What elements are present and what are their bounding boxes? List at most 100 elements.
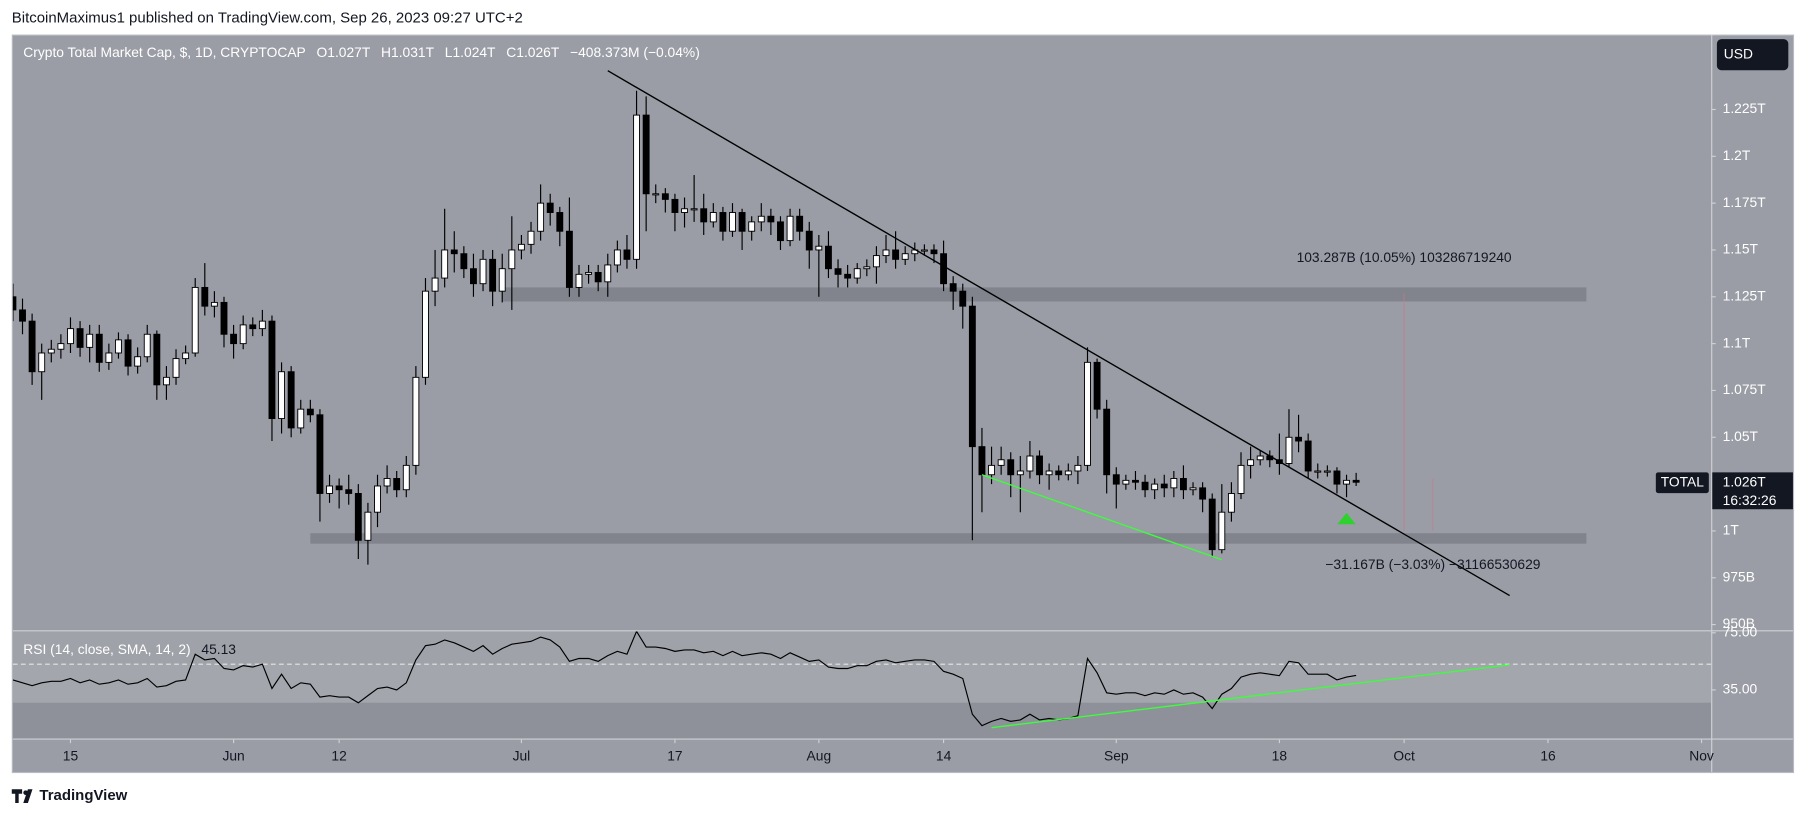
candle-body xyxy=(901,253,909,260)
candle-body xyxy=(719,212,727,232)
candle-body xyxy=(1084,361,1091,466)
candle-body xyxy=(508,249,516,270)
candle-body xyxy=(872,255,880,268)
candle-body xyxy=(796,215,804,232)
candle-body xyxy=(354,493,362,541)
candle-body xyxy=(786,215,794,242)
legend: Crypto Total Market Cap, $, 1D, CRYPTOCA… xyxy=(23,44,700,60)
marker xyxy=(1337,512,1356,525)
ohlc-value: 1.027T xyxy=(327,44,371,60)
candle-body xyxy=(450,249,458,255)
currency[interactable]: USD xyxy=(1724,45,1753,61)
candle-body xyxy=(642,114,650,195)
price-pane: 103.287B (10.05%) 103286719240 −31.167B (… xyxy=(12,70,1587,597)
x-tick-label: Jul xyxy=(513,748,531,764)
y-tick-label: 1.225T xyxy=(1723,100,1767,116)
x-tick-label: Nov xyxy=(1689,748,1714,764)
price-tag-countdown: 16:32:26 xyxy=(1723,492,1777,508)
publisher-line: BitcoinMaximus1 published on TradingView… xyxy=(12,9,523,26)
candle-body xyxy=(1237,464,1245,494)
candle-body xyxy=(143,333,151,358)
candle-body xyxy=(1256,455,1264,461)
candle-body xyxy=(335,485,343,491)
ohlc-value: 1.031T xyxy=(391,44,435,60)
candle-body xyxy=(1218,511,1226,551)
x-tick-label: Aug xyxy=(807,748,832,764)
candle-body xyxy=(815,245,823,251)
ohlc-value: 1.026T xyxy=(516,44,560,60)
candle-body xyxy=(28,320,36,373)
x-tick-label: 14 xyxy=(936,748,952,764)
candle-body xyxy=(345,489,353,494)
candle-body xyxy=(700,208,708,223)
zone xyxy=(502,287,1587,302)
candle-body xyxy=(153,333,161,386)
candle-body xyxy=(115,339,122,354)
candle-body xyxy=(1122,479,1130,485)
candle-body xyxy=(383,478,391,487)
candle-body xyxy=(1170,478,1178,489)
y-tick-label: 1.1T xyxy=(1723,334,1751,350)
candle-body xyxy=(1007,459,1015,476)
candle-body xyxy=(431,277,439,292)
candle-body xyxy=(565,230,573,288)
candle-body xyxy=(652,193,660,196)
symbol: Crypto Total Market Cap, $, 1D, CRYPTOCA… xyxy=(23,44,306,60)
y-tick-label: 75.00 xyxy=(1723,623,1758,639)
candle-body xyxy=(1016,470,1024,476)
candle-body xyxy=(86,333,94,348)
candle-body xyxy=(834,268,842,275)
candle-body xyxy=(1304,440,1312,472)
candle-body xyxy=(767,215,775,223)
candle-body xyxy=(585,271,593,275)
candle-body xyxy=(949,283,957,292)
candle-body xyxy=(287,371,295,429)
x-tick-label: Sep xyxy=(1104,748,1129,764)
candle-body xyxy=(671,198,679,213)
candle-body xyxy=(709,212,717,223)
x-tick-label: 17 xyxy=(667,748,682,764)
trend-line xyxy=(981,474,1223,561)
candle-body xyxy=(1343,479,1350,485)
candle-body xyxy=(1026,455,1034,472)
indicator-label: RSI (14, close, SMA, 14, 2) xyxy=(23,640,190,656)
candle-body xyxy=(959,290,967,307)
candle-body xyxy=(805,230,813,251)
candle-body xyxy=(1064,470,1072,476)
x-tick-label: Jun xyxy=(222,748,244,764)
candle-body xyxy=(489,258,497,292)
indicator-lower xyxy=(12,702,1712,739)
indicator-upper xyxy=(12,631,1712,664)
candle-body xyxy=(623,249,631,260)
currency-button[interactable] xyxy=(1716,39,1789,71)
candle-body xyxy=(1314,470,1322,473)
candle-body xyxy=(12,296,17,311)
candle-body xyxy=(374,485,381,513)
candle-body xyxy=(575,273,583,288)
candle-body xyxy=(738,212,746,232)
candle-body xyxy=(920,249,928,252)
candle-body xyxy=(1208,498,1216,551)
candle-body xyxy=(1352,479,1360,483)
candle-body xyxy=(1199,487,1207,500)
indicator-band xyxy=(12,663,1712,703)
candle-body xyxy=(1285,436,1293,464)
candle-body xyxy=(853,268,861,279)
candle-body xyxy=(249,324,257,330)
candle-body xyxy=(777,221,784,242)
candle-body xyxy=(892,249,900,260)
ohlc-key: L xyxy=(445,44,453,60)
y-tick-label: 35.00 xyxy=(1723,681,1758,697)
indicator-last: 45.13 xyxy=(201,640,236,656)
candle-body xyxy=(978,446,986,476)
zone xyxy=(310,533,1587,544)
candle-body xyxy=(105,352,113,363)
candle-body xyxy=(681,208,688,213)
measure-label: 103.287B (10.05%) 103286719240 xyxy=(1297,249,1512,265)
candle-body xyxy=(1333,470,1341,485)
candle-body xyxy=(757,215,765,223)
change: −408.373M (−0.04%) xyxy=(570,44,700,60)
candle-body xyxy=(498,268,506,292)
candle-body xyxy=(38,352,46,373)
candle-body xyxy=(306,408,314,416)
